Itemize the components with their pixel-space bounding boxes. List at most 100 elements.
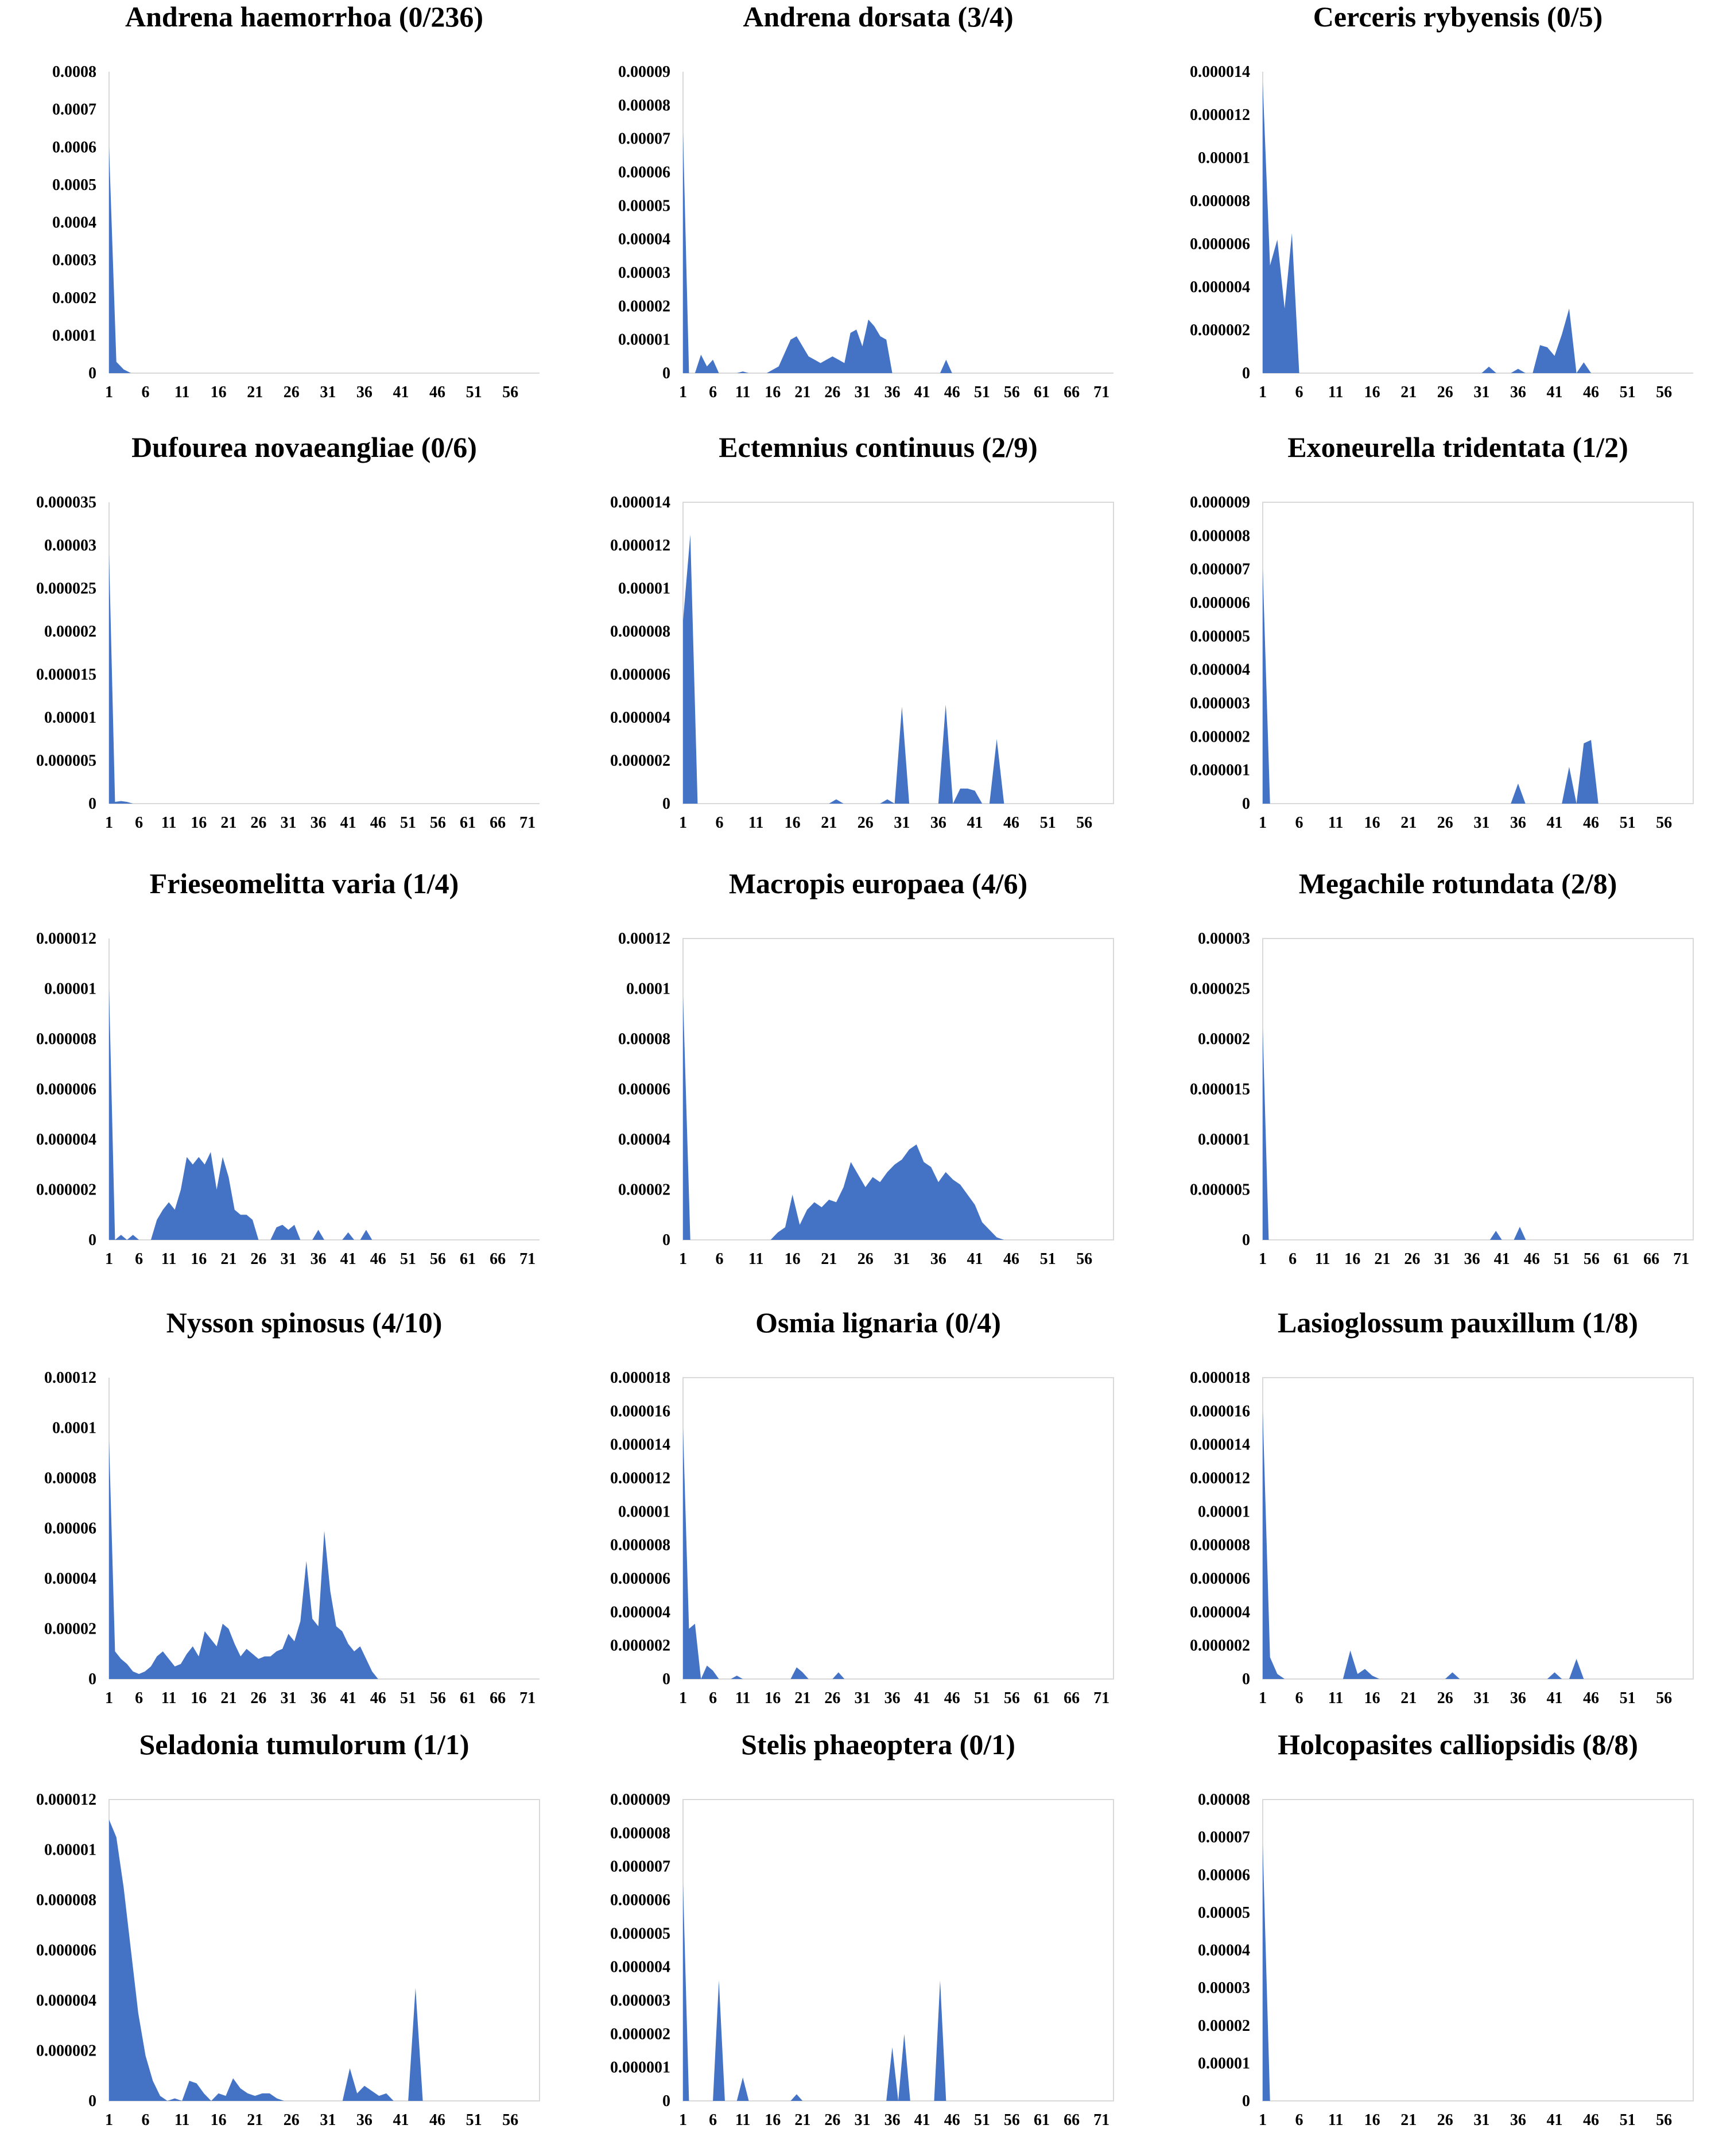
x-tick-label: 11 <box>1328 814 1343 832</box>
area-series <box>109 147 131 373</box>
y-tick-label: 0.000002 <box>610 2025 670 2043</box>
chart-svg: 0 0.00002 0.00004 0.00006 0.00008 0.0001 0.000… <box>44 1369 540 1707</box>
x-tick-label: 56 <box>502 2111 518 2129</box>
x-tick-label: 26 <box>1437 814 1453 832</box>
chart-svg: 0 0.000002 0.000004 0.000006 0.000008 0.00001… <box>1190 63 1693 401</box>
y-tick-label: 0.00003 <box>1198 930 1250 948</box>
x-tick-label: 56 <box>1656 383 1672 401</box>
x-tick-label: 31 <box>894 1250 910 1268</box>
x-tick-label: 6 <box>1295 1689 1303 1707</box>
y-tick-label: 0.000004 <box>610 709 670 727</box>
y-tick-label: 0.000006 <box>610 666 670 684</box>
y-tick-label: 0.00001 <box>44 980 96 998</box>
x-tick-label: 51 <box>1620 2111 1636 2129</box>
y-tick-label: 0.000004 <box>610 1959 670 1976</box>
x-tick-label: 31 <box>1473 1689 1489 1707</box>
x-tick-label: 41 <box>340 1689 356 1707</box>
x-tick-label: 36 <box>311 814 327 832</box>
x-tick-label: 41 <box>1546 383 1562 401</box>
chart-title: Holcopasites calliopsidis (8/8) <box>1278 1728 1638 1761</box>
chart-panel: Ectemnius continuus (2/9) 0 0.000002 0.0000… <box>574 431 1136 844</box>
y-tick-label: 0.000008 <box>610 1824 670 1842</box>
y-tick-label: 0.0004 <box>52 214 96 232</box>
y-tick-label: 0 <box>88 1231 96 1249</box>
chart-panel: Stelis phaeoptera (0/1) 0 0.000001 0.000002… <box>574 1728 1136 2141</box>
y-tick-label: 0.00001 <box>1198 149 1250 167</box>
x-tick-label: 36 <box>311 1689 327 1707</box>
y-tick-label: 0.000006 <box>1190 1570 1250 1588</box>
x-tick-label: 61 <box>1613 1250 1629 1268</box>
x-tick-label: 66 <box>490 814 506 832</box>
chart-svg: 0 0.000002 0.000004 0.000006 0.000008 0.00001… <box>36 930 540 1268</box>
chart-svg: 0 0.00001 0.00002 0.00003 0.00004 0.00005 0.00… <box>618 63 1113 401</box>
x-tick-label: 56 <box>430 1689 446 1707</box>
y-tick-label: 0.000006 <box>610 1570 670 1588</box>
x-tick-label: 41 <box>914 1689 930 1707</box>
chart-title: Cerceris rybyensis (0/5) <box>1313 1 1603 33</box>
x-tick-label: 16 <box>1364 814 1380 832</box>
chart-svg: 0 0.000002 0.000004 0.000006 0.000008 0.00001… <box>36 1791 540 2129</box>
x-tick-label: 46 <box>1583 1689 1599 1707</box>
x-tick-label: 31 <box>281 814 297 832</box>
x-tick-label: 21 <box>1400 814 1417 832</box>
chart-title: Seladonia tumulorum (1/1) <box>139 1728 470 1761</box>
y-tick-label: 0.00012 <box>44 1369 96 1387</box>
area-series <box>109 1440 378 1679</box>
x-tick-label: 6 <box>135 1250 143 1268</box>
y-tick-label: 0 <box>1242 795 1250 813</box>
x-tick-label: 61 <box>460 814 476 832</box>
y-tick-label: 0.000008 <box>1190 1537 1250 1554</box>
x-tick-label: 51 <box>400 814 416 832</box>
y-tick-label: 0.00002 <box>1198 2017 1250 2035</box>
x-tick-label: 26 <box>1404 1250 1420 1268</box>
y-tick-label: 0.00012 <box>618 930 670 948</box>
x-tick-label: 56 <box>1004 2111 1020 2129</box>
x-tick-label: 41 <box>1546 814 1562 832</box>
y-tick-label: 0.000014 <box>610 1436 670 1454</box>
x-tick-label: 6 <box>142 383 150 401</box>
y-tick-label: 0.000004 <box>610 1603 670 1621</box>
x-tick-label: 36 <box>1464 1250 1480 1268</box>
y-tick-label: 0.0003 <box>52 251 96 269</box>
x-tick-label: 51 <box>466 2111 482 2129</box>
x-tick-label: 56 <box>1656 1689 1672 1707</box>
x-tick-label: 36 <box>356 2111 373 2129</box>
x-tick-label: 1 <box>679 2111 687 2129</box>
y-tick-label: 0.00003 <box>1198 1979 1250 1997</box>
y-tick-label: 0.000006 <box>1190 235 1250 253</box>
chart-panel: Megachile rotundata (2/8) 0 0.000005 0.0000… <box>1154 867 1711 1280</box>
x-tick-label: 66 <box>1643 1250 1659 1268</box>
x-tick-label: 71 <box>519 1689 536 1707</box>
y-tick-label: 0.00008 <box>1198 1791 1250 1809</box>
y-tick-label: 0.00009 <box>618 63 670 81</box>
x-tick-label: 56 <box>430 1250 446 1268</box>
area-series <box>1263 82 1592 373</box>
x-tick-label: 51 <box>1620 1689 1636 1707</box>
x-tick-label: 56 <box>1004 1689 1020 1707</box>
x-tick-label: 51 <box>400 1689 416 1707</box>
x-tick-label: 36 <box>1510 814 1526 832</box>
x-tick-label: 46 <box>1003 1250 1019 1268</box>
chart-svg: 0 0.0001 0.0002 0.0003 0.0004 0.0005 0.0006 0.0… <box>52 63 540 401</box>
x-tick-label: 16 <box>785 1250 801 1268</box>
x-tick-label: 1 <box>1259 383 1267 401</box>
x-tick-label: 46 <box>1583 2111 1599 2129</box>
x-tick-label: 16 <box>765 2111 781 2129</box>
x-tick-label: 51 <box>400 1250 416 1268</box>
x-tick-label: 56 <box>1004 383 1020 401</box>
area-series <box>1263 1029 1526 1240</box>
chart-panel: Holcopasites calliopsidis (8/8) 0 0.00001 0… <box>1154 1728 1711 2141</box>
y-tick-label: 0.000006 <box>1190 594 1250 612</box>
y-tick-label: 0 <box>1242 1670 1250 1688</box>
y-tick-label: 0.00001 <box>618 331 670 349</box>
x-tick-label: 46 <box>1003 814 1019 832</box>
chart-panel: Andrena dorsata (3/4) 0 0.00001 0.00002 0.00… <box>574 0 1136 413</box>
x-tick-label: 21 <box>794 383 810 401</box>
area-series <box>109 554 133 804</box>
x-tick-label: 51 <box>974 1689 990 1707</box>
x-tick-label: 31 <box>320 2111 336 2129</box>
y-tick-label: 0.0008 <box>52 63 96 81</box>
area-series <box>683 1883 946 2101</box>
x-tick-label: 31 <box>894 814 910 832</box>
y-tick-label: 0.000002 <box>1190 321 1250 339</box>
